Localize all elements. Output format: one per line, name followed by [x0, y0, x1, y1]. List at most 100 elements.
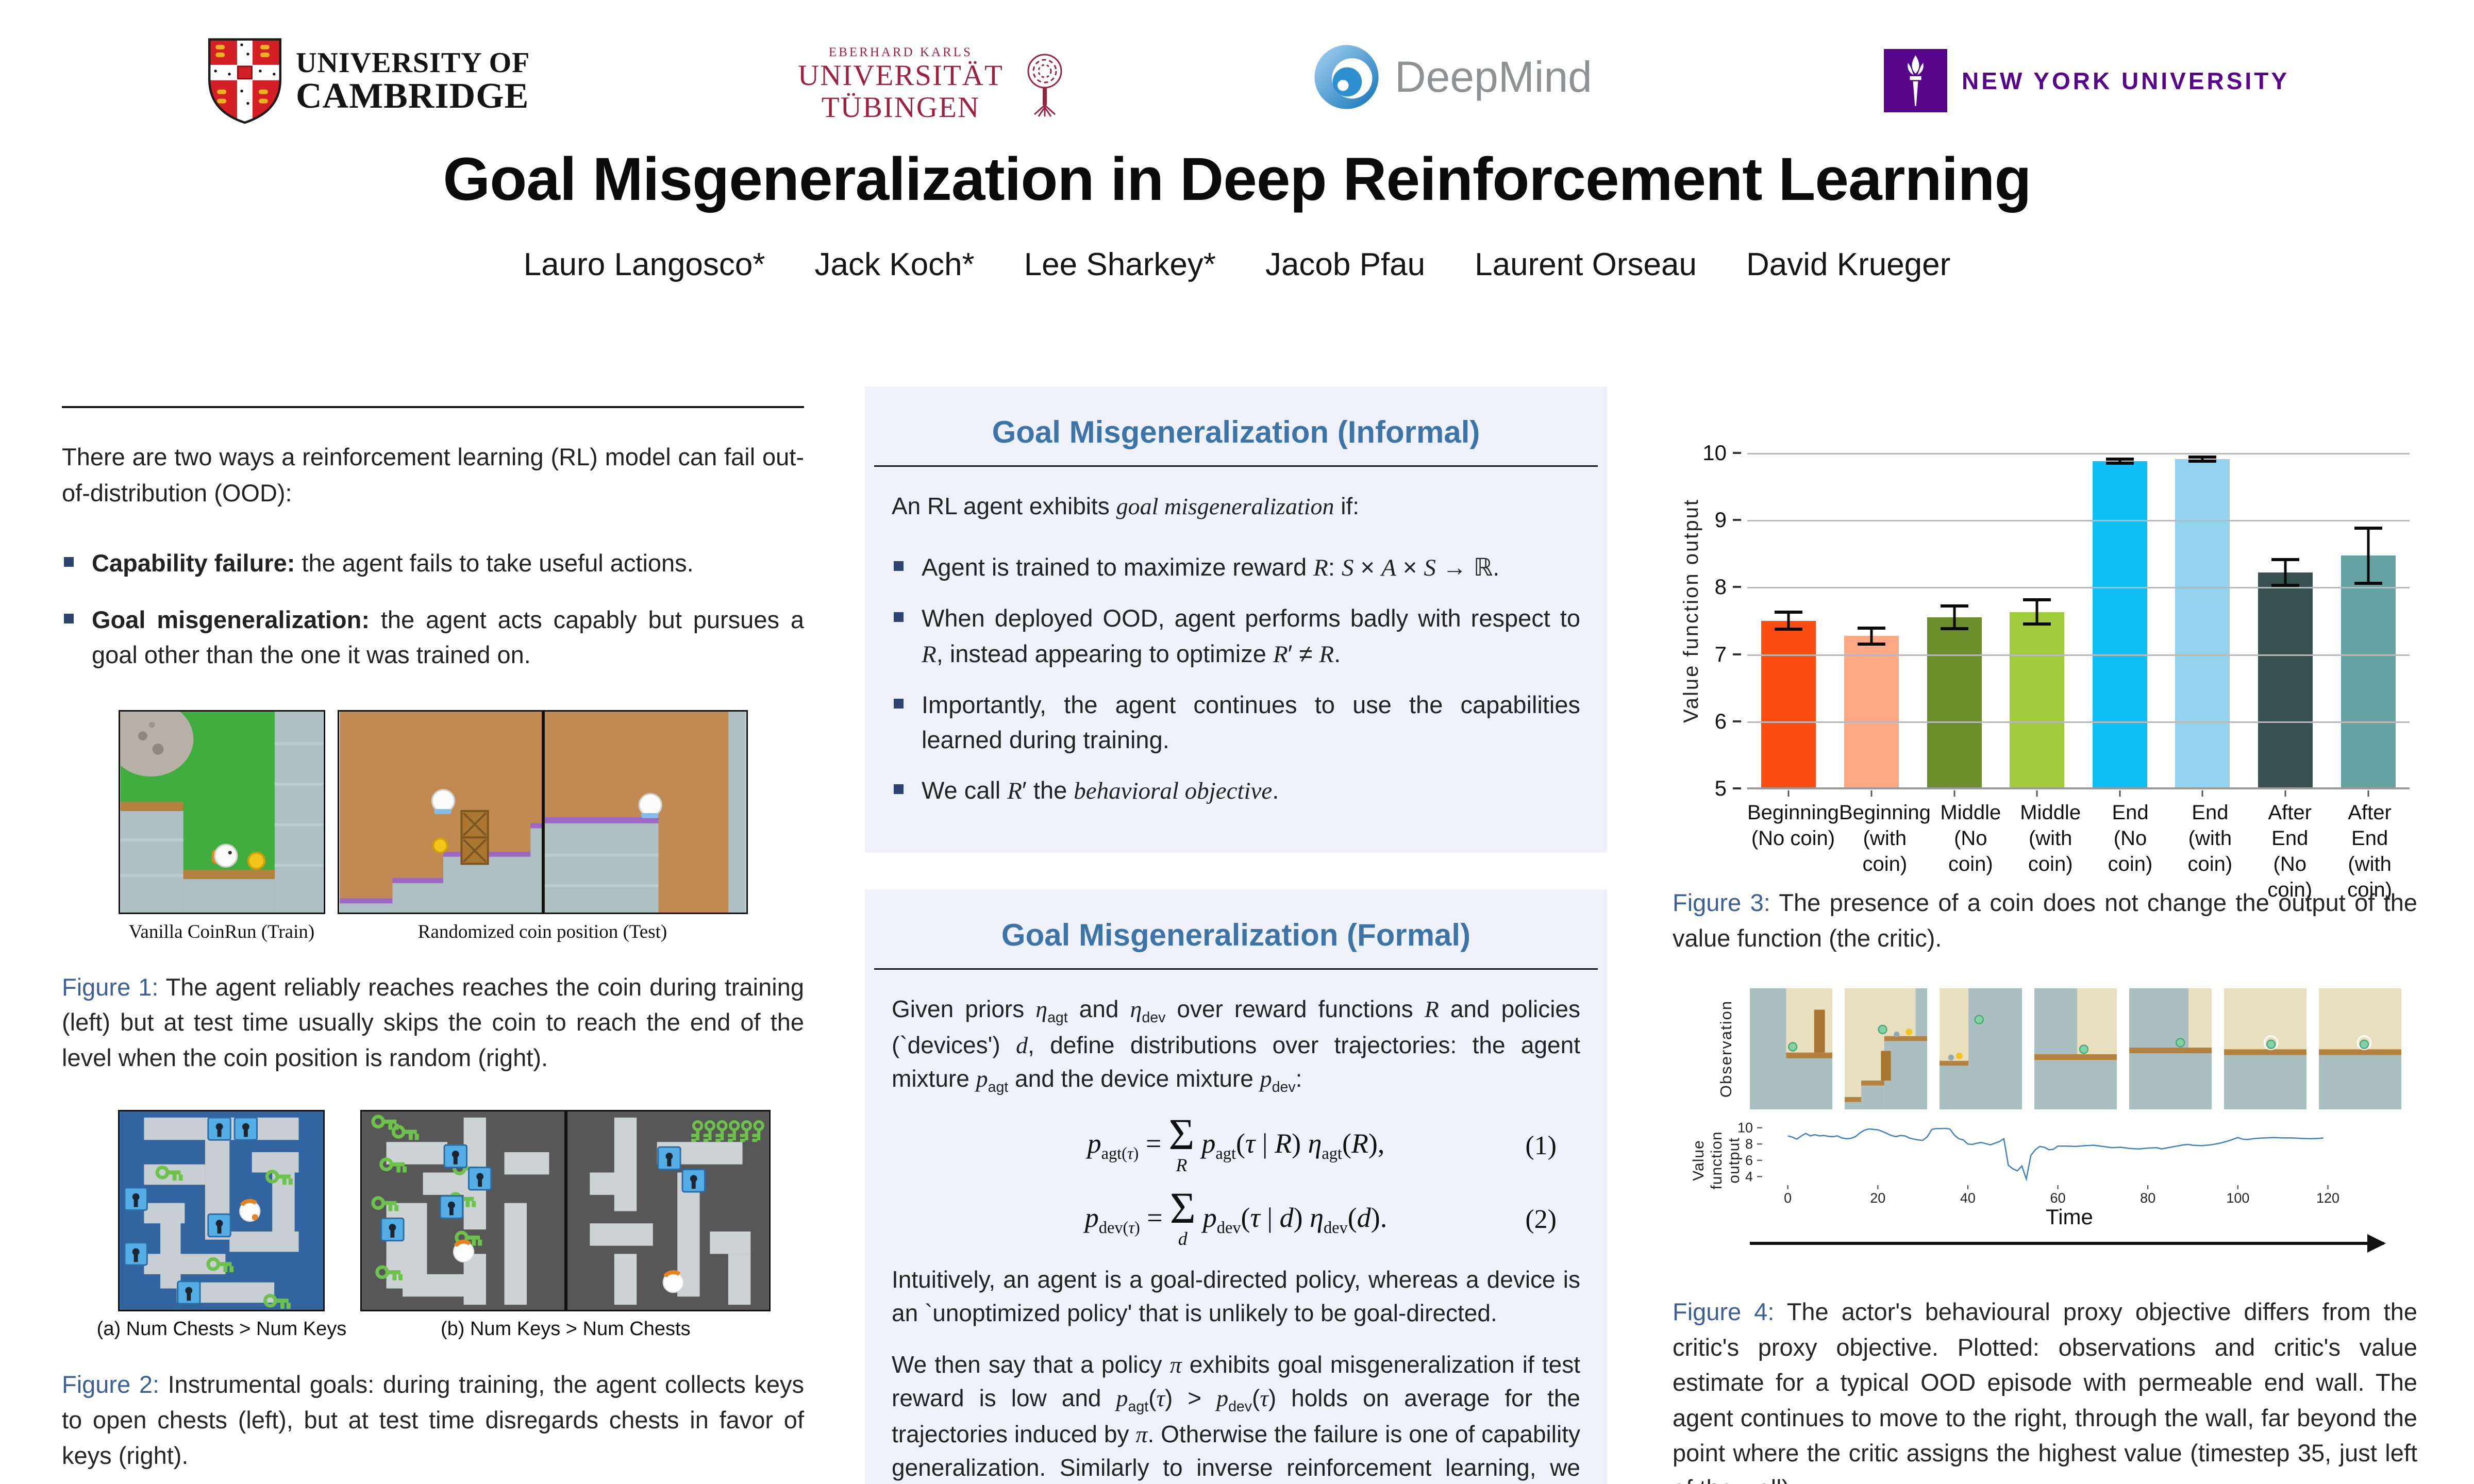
author: Lee Sharkey*	[1024, 247, 1216, 282]
list-item: Agent is trained to maximize reward R: S…	[892, 550, 1580, 585]
figure2-caption: Figure 2: Instrumental goals: during tra…	[62, 1371, 804, 1469]
bar-group	[2327, 433, 2410, 797]
y-tick-label: 5	[1714, 776, 1727, 800]
bar	[1844, 636, 1899, 788]
gridline	[1747, 654, 2410, 656]
deepmind-wordmark: DeepMind	[1395, 53, 1592, 101]
cambridge-logo: UNIVERSITY OF CAMBRIDGE	[206, 37, 530, 126]
figure3-x-axis-labels: Beginning (No coin) Beginning (with coin) Mi…	[1747, 800, 2410, 903]
figure2-a-label: (a) Num Chests > Num Keys	[96, 1318, 347, 1340]
svg-text:40: 40	[1960, 1190, 1976, 1205]
x-tick-mark	[1953, 790, 1955, 797]
error-bar	[2201, 457, 2204, 461]
figure4-line-chart: 4 6 8 10 0 20 40 60 80 100 120	[1729, 1117, 2394, 1207]
informal-panel: Goal Misgeneralization (Informal) An RL …	[865, 386, 1607, 853]
x-category-label: End (with coin)	[2187, 801, 2233, 875]
tuebingen-tree-icon	[1027, 54, 1062, 117]
svg-text:6: 6	[1745, 1153, 1753, 1168]
figure3-caption-wrap: Figure 3: The presence of a coin does no…	[1673, 885, 2417, 956]
formal-paragraph-1: Given priors ηagt and ηdev over reward f…	[892, 996, 1581, 1096]
y-tick-label: 9	[1714, 508, 1727, 532]
figure1-caption: Figure 1: The agent reliably reaches rea…	[62, 973, 804, 1071]
author: Jacob Pfau	[1265, 247, 1426, 282]
x-tick-mark	[2036, 790, 2038, 797]
svg-text:60: 60	[2050, 1190, 2066, 1205]
error-bar-cap	[2023, 598, 2051, 602]
formal-paragraph-2: Intuitively, an agent is a goal-directed…	[892, 1266, 1580, 1327]
figure4-observation-label: Observation	[1717, 1000, 1735, 1098]
x-category-label: After End (with coin)	[2347, 801, 2392, 901]
intro-paragraph: There are two ways a reinforcement learn…	[62, 443, 804, 507]
error-bar	[1953, 605, 1956, 629]
svg-text:20: 20	[1870, 1190, 1885, 1205]
error-bar-cap	[1775, 628, 1803, 631]
x-category-label: Middle (with coin)	[2020, 801, 2081, 875]
svg-text:80: 80	[2140, 1190, 2155, 1205]
equation-1-number: (1)	[1525, 1131, 1557, 1160]
coinrun-test-image	[337, 710, 748, 914]
error-bar	[1787, 612, 1790, 630]
value-estimate-line	[1787, 1127, 2323, 1182]
list-item: Capability failure: the agent fails to t…	[62, 546, 804, 581]
y-tick-label: 10	[1702, 441, 1727, 465]
figure3-bar-chart: Value function output 5 6 7 8 9 10 Beginning(…	[1673, 412, 2417, 901]
gridline	[1747, 721, 2410, 723]
keys-chests-test-image	[360, 1110, 771, 1312]
observation-thumbnail-6	[2224, 988, 2306, 1109]
bar-group	[2161, 433, 2244, 797]
observation-thumbnail-4	[2034, 988, 2117, 1109]
bar-group	[2079, 433, 2162, 797]
informal-title-rule	[874, 465, 1598, 467]
error-bar-cap	[2023, 622, 2051, 626]
y-tick-label: 6	[1714, 709, 1727, 733]
formal-paragraph-3: We then say that a policy π exhibits goa…	[892, 1351, 1581, 1481]
figure4-caption-wrap: Figure 4: The actor's behavioural proxy …	[1673, 1294, 2417, 1484]
nyu-logo: NEW YORK UNIVERSITY	[1884, 49, 2289, 112]
error-bar	[2035, 600, 2038, 625]
y-tick-mark	[1733, 720, 1741, 722]
bar	[1927, 617, 1982, 788]
svg-text:100: 100	[2226, 1190, 2249, 1205]
nyu-wordmark: NEW YORK UNIVERSITY	[1962, 67, 2289, 94]
observation-thumbnail-2	[1845, 988, 1927, 1109]
bar-group	[1747, 433, 1830, 797]
figure1-right-label: Randomized coin position (Test)	[417, 921, 667, 942]
formal-panel-title: Goal Misgeneralization (Formal)	[1001, 918, 1471, 953]
authors: Lauro Langosco* Jack Koch* Lee Sharkey* Jac…	[0, 246, 2474, 283]
author: Lauro Langosco*	[523, 247, 765, 282]
cambridge-wordmark: UNIVERSITY OF CAMBRIDGE	[296, 46, 530, 116]
x-category-label: Beginning (with coin)	[1838, 801, 1931, 875]
svg-text:10: 10	[1737, 1120, 1753, 1136]
author: Jack Koch*	[814, 247, 975, 282]
figure4-caption: Figure 4: The actor's behavioural proxy …	[1673, 1298, 2417, 1484]
bar-group	[2244, 433, 2327, 797]
bar	[2010, 612, 2065, 788]
deepmind-logo: DeepMind	[1312, 42, 1592, 112]
ood-failure-list: Capability failure: the agent fails to t…	[62, 546, 804, 672]
observation-thumbnail-3	[1940, 988, 2022, 1109]
svg-text:4: 4	[1745, 1169, 1753, 1184]
error-bar-cap	[1940, 627, 1968, 631]
x-category-label: Beginning (No coin)	[1747, 801, 1839, 850]
error-bar	[1870, 628, 1873, 645]
y-tick-mark	[1733, 653, 1741, 655]
error-bar-cap	[2271, 583, 2300, 587]
deepmind-swirl-icon	[1314, 45, 1379, 109]
bar-group	[1830, 433, 1913, 797]
y-tick-mark	[1733, 586, 1741, 588]
informal-panel-title: Goal Misgeneralization (Informal)	[992, 415, 1480, 449]
figure3-caption: Figure 3: The presence of a coin does no…	[1673, 889, 2418, 952]
formal-title-rule	[874, 968, 1598, 970]
middle-column: Goal Misgeneralization (Informal) An RL …	[865, 386, 1607, 1484]
y-tick-label: 7	[1714, 642, 1727, 666]
bar-group	[1913, 433, 1996, 797]
tuebingen-logo: EBERHARD KARLS UNIVERSITÄT TÜBINGEN	[798, 45, 1071, 124]
error-bar-cap	[1857, 626, 1885, 630]
error-bar-cap	[1775, 610, 1803, 614]
informal-lead: An RL agent exhibits goal misgeneralizat…	[892, 493, 1360, 519]
bar	[1761, 620, 1816, 788]
